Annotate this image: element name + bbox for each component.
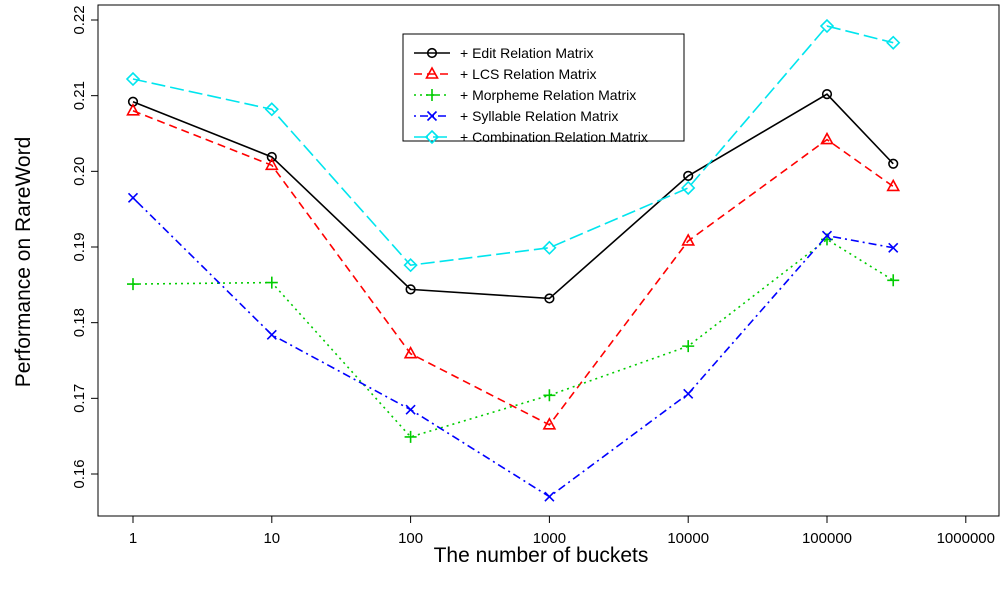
x-tick-label: 1 <box>129 530 137 547</box>
data-point <box>264 157 279 171</box>
data-point <box>544 293 555 304</box>
series-5 <box>125 18 901 273</box>
series-line <box>132 197 894 498</box>
y-axis: 0.16 0.17 0.18 0.19 0.20 0.21 0.22 <box>71 5 98 489</box>
data-point <box>821 230 833 241</box>
legend-item: + Edit Relation Matrix <box>414 45 593 61</box>
legend-item: + Combination Relation Matrix <box>414 129 648 145</box>
x-tick-label: 10000 <box>667 530 709 547</box>
data-point <box>126 103 140 116</box>
data-point <box>886 35 901 50</box>
legend-box <box>402 33 685 142</box>
data-point <box>544 491 555 502</box>
legend-label: + Morpheme Relation Matrix <box>460 87 636 103</box>
data-point <box>886 178 901 192</box>
x-axis: 1 10 100 1000 10000 100000 1000000 <box>129 516 995 547</box>
legend-marker <box>424 129 440 145</box>
data-point <box>264 102 279 117</box>
data-point <box>681 233 696 246</box>
data-point <box>819 18 835 34</box>
data-point <box>127 192 139 203</box>
y-tick-label: 0.20 <box>71 157 88 186</box>
y-tick-label: 0.19 <box>71 232 88 261</box>
legend-item: + Syllable Relation Matrix <box>414 108 618 124</box>
legend-label: + Combination Relation Matrix <box>460 129 648 145</box>
data-point <box>683 388 694 399</box>
data-point <box>405 404 416 415</box>
series-3 <box>127 233 900 443</box>
series-4 <box>127 192 899 502</box>
y-tick-label: 0.18 <box>71 308 88 337</box>
legend-marker <box>426 47 438 59</box>
data-point <box>265 276 278 289</box>
data-point <box>888 158 899 169</box>
y-tick-label: 0.16 <box>71 459 88 488</box>
x-tick-label: 1000000 <box>937 530 995 547</box>
legend-label: + Syllable Relation Matrix <box>460 108 618 124</box>
data-point <box>404 430 417 443</box>
x-tick-label: 100 <box>398 530 423 547</box>
legend-marker <box>426 110 438 122</box>
data-point <box>888 242 899 253</box>
y-tick-label: 0.22 <box>71 5 88 34</box>
data-point <box>127 278 139 291</box>
legend-item: + Morpheme Relation Matrix <box>414 87 636 103</box>
x-tick-label: 100000 <box>802 530 852 547</box>
series-2 <box>126 103 901 430</box>
series-1 <box>127 89 899 304</box>
data-point <box>266 329 277 340</box>
data-point <box>266 151 277 163</box>
data-point <box>543 389 556 402</box>
legend-label: + LCS Relation Matrix <box>460 66 597 82</box>
data-point <box>542 417 557 430</box>
data-point <box>403 346 418 359</box>
data-point <box>125 71 141 87</box>
x-tick-label: 10 <box>263 530 280 547</box>
data-point <box>405 284 416 295</box>
data-point <box>821 89 833 100</box>
data-point <box>681 180 696 196</box>
series-line <box>132 110 894 426</box>
legend-item: + LCS Relation Matrix <box>414 66 597 82</box>
legend-marker <box>426 89 438 101</box>
legend: + Edit Relation Matrix + LCS Relation Mat… <box>402 33 685 145</box>
series-layer <box>125 18 901 502</box>
data-point <box>820 131 834 145</box>
legend-label: + Edit Relation Matrix <box>460 45 593 61</box>
series-line <box>132 25 894 267</box>
x-tick-label: 1000 <box>533 530 566 547</box>
data-point <box>542 240 557 255</box>
data-point <box>887 274 900 287</box>
y-axis-title: Performance on RareWord <box>12 137 35 388</box>
series-line <box>132 238 894 438</box>
y-tick-label: 0.17 <box>71 384 88 413</box>
y-tick-label: 0.21 <box>71 81 88 110</box>
data-point <box>403 258 418 273</box>
series-line <box>132 93 894 300</box>
data-point <box>683 170 694 181</box>
legend-marker <box>425 66 439 79</box>
data-point <box>682 340 695 353</box>
plot-frame <box>97 4 1000 517</box>
x-axis-title: The number of buckets <box>434 544 649 567</box>
